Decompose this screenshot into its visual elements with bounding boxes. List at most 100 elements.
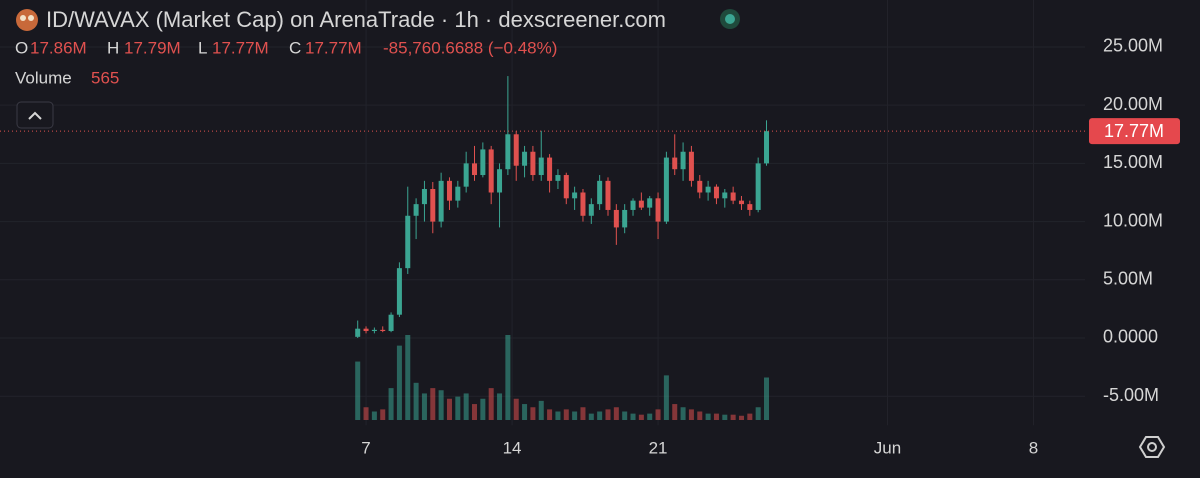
change: -85,760.6688 (−0.48%): [383, 38, 557, 57]
volume-bar: [413, 382, 419, 420]
candle-body: [455, 186, 461, 201]
candle-body: [388, 314, 394, 332]
volume-bar: [747, 413, 753, 420]
candle-body: [747, 204, 753, 210]
candle-body: [722, 192, 728, 199]
candle-body: [488, 149, 494, 193]
chart-title: ID/WAVAX (Market Cap) on ArenaTrade · 1h…: [46, 7, 666, 32]
volume-bar: [755, 407, 761, 420]
candle-body: [738, 200, 744, 205]
volume-bar: [371, 411, 377, 420]
y-tick-label: 20.00M: [1103, 94, 1163, 114]
volume-bar: [563, 409, 569, 420]
volume-bar: [446, 398, 452, 420]
volume-bar: [363, 407, 369, 420]
x-tick-label: 7: [361, 438, 370, 457]
candle-body: [380, 329, 386, 332]
candle-body: [622, 209, 628, 228]
candle-body: [572, 192, 578, 199]
y-tick-label: 5.00M: [1103, 269, 1153, 289]
volume-bar: [522, 404, 528, 420]
candle-layer: [355, 76, 770, 338]
y-tick-label: 25.00M: [1103, 36, 1163, 56]
collapse-button-frame[interactable]: [16, 101, 54, 129]
volume-bar: [538, 400, 544, 420]
volume-bar: [764, 377, 770, 420]
volume-bar: [605, 409, 611, 420]
volume-bar: [638, 414, 644, 420]
candle-body: [547, 157, 553, 181]
price-tag-layer: 17.77M: [0, 118, 1180, 145]
ohlc-key: H: [107, 38, 119, 57]
settings-button[interactable]: [1138, 436, 1166, 458]
candle-body: [655, 198, 661, 222]
candle-body: [480, 149, 486, 176]
settings-icon-center: [1147, 442, 1157, 452]
x-tick-label: 8: [1029, 438, 1038, 457]
status-dot: [725, 14, 735, 24]
candle-body: [730, 192, 736, 201]
ohlc-value: 17.77M: [212, 38, 269, 57]
ohlc-value: 17.79M: [124, 38, 181, 57]
candle-body: [705, 186, 711, 193]
candle-body: [713, 186, 719, 199]
volume-bar: [730, 414, 736, 420]
volume-bar: [722, 414, 728, 420]
volume-bar: [555, 411, 561, 420]
volume-bar: [655, 409, 661, 420]
volume-bar: [530, 407, 536, 420]
volume-bar: [455, 396, 461, 420]
candle-body: [530, 151, 536, 176]
candle-body: [555, 175, 561, 181]
candle-body: [630, 200, 636, 210]
volume-bar: [505, 335, 511, 420]
price-tag: [1089, 118, 1180, 145]
y-tick-label: 10.00M: [1103, 210, 1163, 230]
candle-body: [663, 157, 669, 222]
settings-icon[interactable]: [1138, 436, 1166, 458]
candle-body: [522, 151, 528, 166]
volume-bar: [388, 388, 394, 420]
candle-body: [463, 163, 469, 187]
candle-body: [597, 180, 603, 205]
volume-bar: [622, 411, 628, 420]
candle-body: [697, 180, 703, 193]
collapse-button[interactable]: [16, 101, 54, 129]
candle-body: [680, 151, 686, 170]
volume-bar: [497, 393, 503, 420]
candle-body: [688, 151, 694, 181]
volume-bar: [738, 415, 744, 420]
volume-bar: [630, 413, 636, 420]
volume-bar: [438, 390, 444, 420]
candle-body: [580, 192, 586, 216]
y-tick-label: -5.00M: [1103, 385, 1159, 405]
volume-bar: [688, 409, 694, 420]
y-tick-label: 15.00M: [1103, 152, 1163, 172]
volume-bar: [613, 407, 619, 420]
volume-bar: [405, 335, 411, 420]
candle-body: [405, 215, 411, 269]
candle-body: [421, 188, 427, 205]
ohlc-key: L: [198, 38, 207, 57]
volume-bar: [430, 388, 436, 420]
candle-body: [438, 180, 444, 222]
volume-bar: [647, 413, 653, 420]
candle-body: [563, 175, 569, 199]
candle-body: [497, 169, 503, 193]
ohlc-key: C: [289, 38, 301, 57]
candle-body: [363, 328, 369, 332]
volume-bar: [480, 398, 486, 420]
x-tick-label: 21: [649, 438, 668, 457]
volume-bar: [580, 407, 586, 420]
price-tag-label: 17.77M: [1104, 121, 1164, 141]
token-icon-eye: [20, 15, 26, 21]
candle-body: [588, 204, 594, 216]
candle-body: [430, 188, 436, 222]
candle-body: [413, 204, 419, 216]
candle-body: [647, 198, 653, 208]
volume-bar: [547, 409, 553, 420]
ohlc-value: 17.86M: [30, 38, 87, 57]
token-icon-eye: [28, 15, 34, 21]
candle-body: [371, 329, 377, 332]
